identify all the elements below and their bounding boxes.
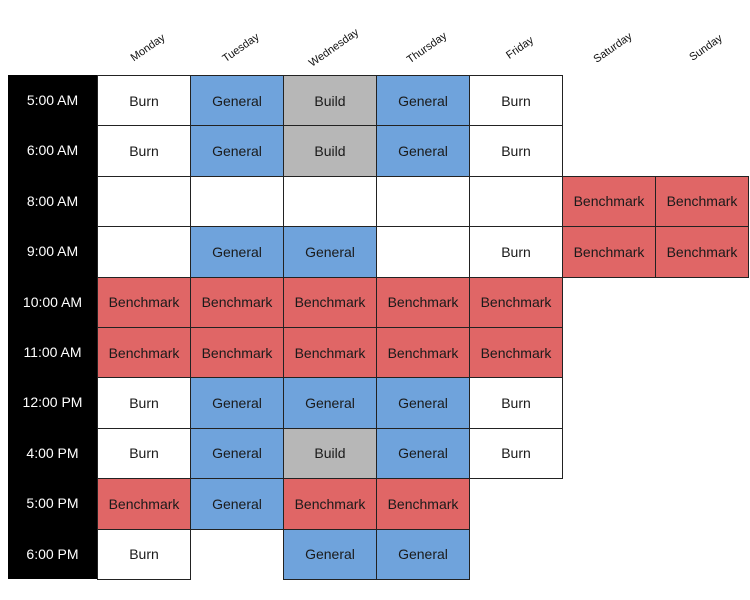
schedule-cell: Benchmark bbox=[469, 276, 563, 328]
schedule-cell: Benchmark bbox=[376, 327, 470, 379]
time-label: 4:00 PM bbox=[26, 444, 79, 461]
schedule-cell: General bbox=[190, 125, 284, 177]
day-header-sunday: Sunday bbox=[686, 32, 725, 64]
schedule-cell: General bbox=[376, 75, 470, 127]
schedule-cell: General bbox=[376, 125, 470, 177]
schedule-cell: General bbox=[190, 377, 284, 429]
schedule-cell: General bbox=[376, 377, 470, 429]
schedule-cell: Build bbox=[283, 75, 377, 127]
schedule-cell: General bbox=[283, 528, 377, 580]
schedule-cell: Benchmark bbox=[655, 175, 749, 228]
schedule-cell bbox=[190, 175, 284, 228]
schedule-cell: General bbox=[283, 226, 377, 278]
time-label: 10:00 AM bbox=[22, 293, 83, 310]
schedule-cell: General bbox=[190, 75, 284, 127]
time-label: 6:00 AM bbox=[26, 142, 79, 159]
day-header-monday: Monday bbox=[128, 31, 167, 65]
schedule-cell: Benchmark bbox=[562, 175, 656, 228]
time-label: 11:00 AM bbox=[23, 344, 82, 360]
schedule-cell: General bbox=[190, 427, 284, 480]
schedule-cell: Benchmark bbox=[190, 276, 284, 328]
schedule-cell: Benchmark bbox=[283, 276, 377, 328]
schedule-cell: Benchmark bbox=[97, 327, 191, 379]
schedule-cell: Benchmark bbox=[376, 276, 470, 328]
schedule-cell: General bbox=[376, 427, 470, 480]
schedule-cell: Burn bbox=[97, 75, 191, 127]
schedule-cell: Burn bbox=[469, 427, 563, 480]
schedule-cell: Benchmark bbox=[97, 276, 191, 328]
schedule-cell bbox=[97, 226, 191, 278]
schedule-cell: Benchmark bbox=[376, 478, 470, 530]
time-label: 5:00 PM bbox=[26, 495, 79, 512]
day-header-saturday: Saturday bbox=[591, 30, 634, 66]
schedule-cell: General bbox=[190, 226, 284, 278]
time-label: 12:00 PM bbox=[22, 394, 83, 411]
schedule-cell bbox=[97, 175, 191, 228]
schedule-cell: Build bbox=[283, 427, 377, 480]
schedule-cell: Burn bbox=[97, 125, 191, 177]
time-label: 5:00 AM bbox=[26, 92, 79, 108]
schedule-cell: Benchmark bbox=[283, 478, 377, 530]
schedule-cell: Burn bbox=[97, 377, 191, 429]
time-label: 8:00 AM bbox=[26, 192, 79, 209]
schedule-cell: Benchmark bbox=[562, 226, 656, 278]
schedule-cell bbox=[469, 175, 563, 228]
day-header-friday: Friday bbox=[503, 34, 536, 62]
schedule-cell: Burn bbox=[97, 528, 191, 580]
schedule-cell: Benchmark bbox=[283, 327, 377, 379]
schedule-cell: Burn bbox=[97, 427, 191, 480]
schedule-cell bbox=[376, 175, 470, 228]
time-label: 6:00 PM bbox=[26, 545, 79, 562]
schedule-cell: Burn bbox=[469, 75, 563, 127]
schedule-cell: Build bbox=[283, 125, 377, 177]
schedule-cell: Benchmark bbox=[190, 327, 284, 379]
schedule-cell bbox=[376, 226, 470, 278]
schedule-cell: General bbox=[283, 377, 377, 429]
schedule-cell: Benchmark bbox=[655, 226, 749, 278]
schedule-cell: General bbox=[190, 478, 284, 530]
schedule-cell: Burn bbox=[469, 377, 563, 429]
schedule-cell: Benchmark bbox=[97, 478, 191, 530]
day-header-tuesday: Tuesday bbox=[219, 31, 262, 65]
time-label: 9:00 AM bbox=[26, 243, 79, 260]
time-column bbox=[8, 75, 97, 579]
day-header-thursday: Thursday bbox=[404, 29, 449, 67]
schedule-cell: Burn bbox=[469, 125, 563, 177]
schedule-cell bbox=[283, 175, 377, 228]
schedule-cell: General bbox=[376, 528, 470, 580]
schedule-cell: Benchmark bbox=[469, 327, 563, 379]
day-header-wednesday: Wednesday bbox=[306, 26, 361, 70]
schedule-cell: Burn bbox=[469, 226, 563, 278]
